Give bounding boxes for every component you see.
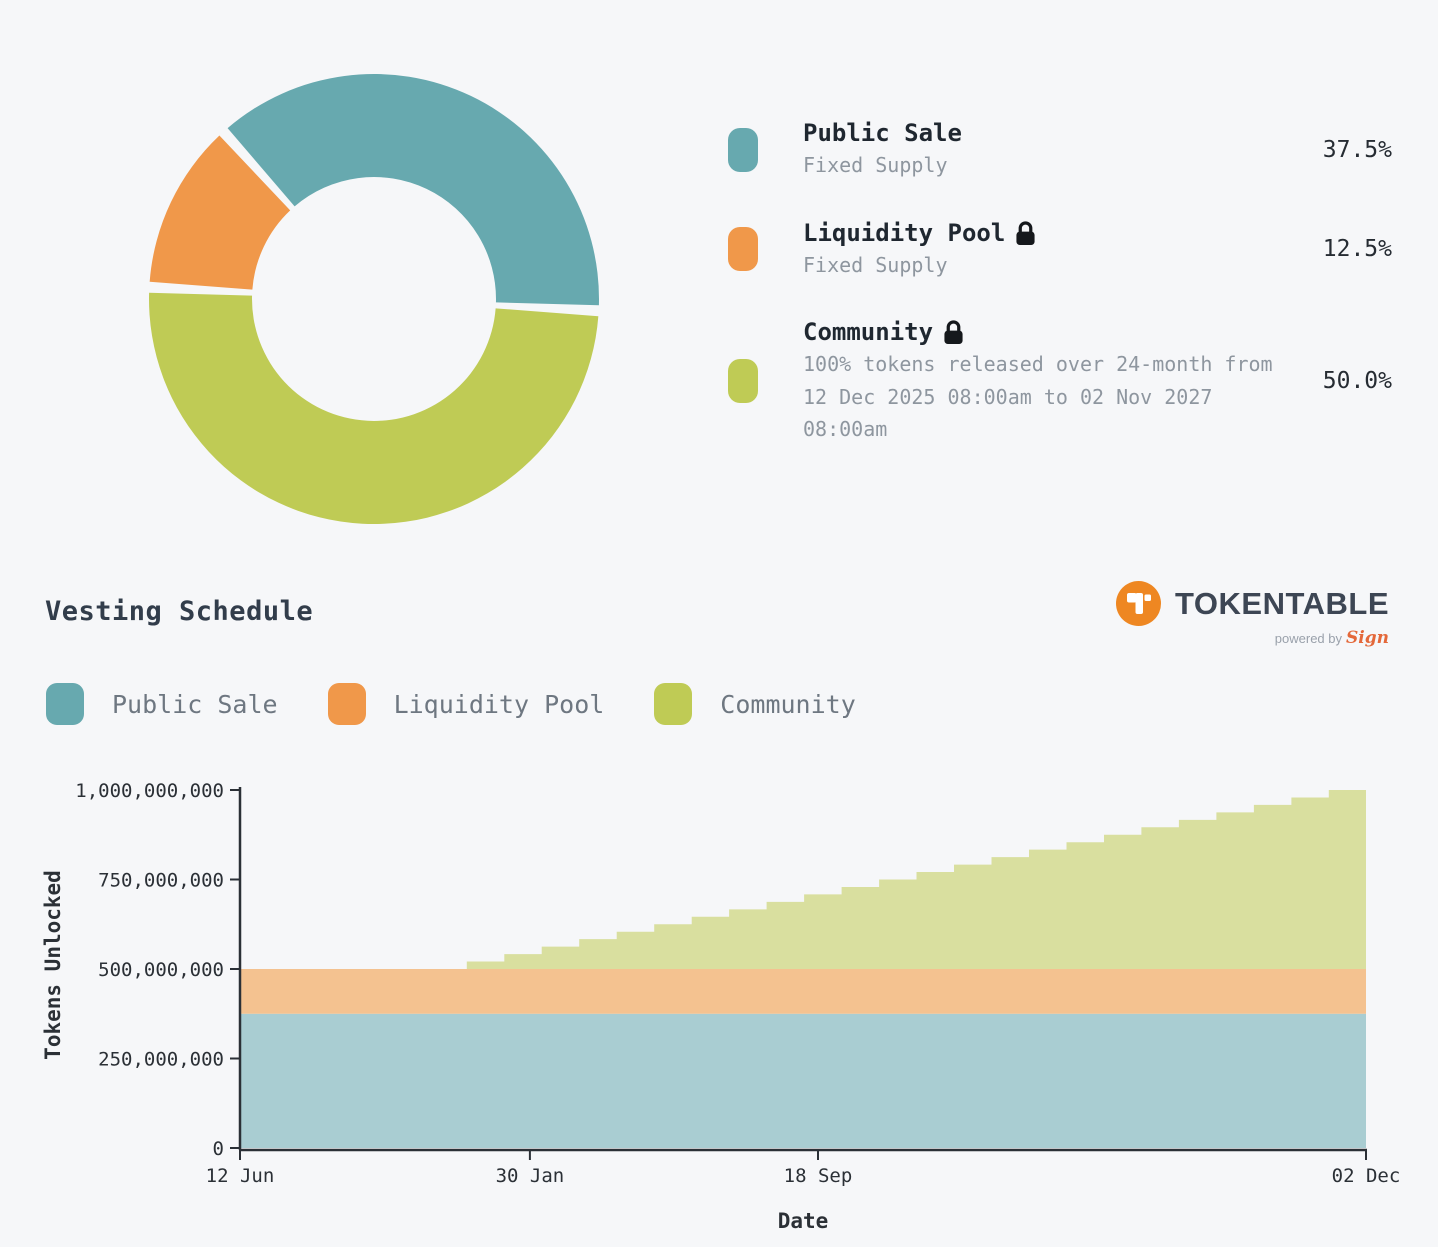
x-tick-label: 30 Jan: [496, 1165, 565, 1187]
liquidity-pool-swatch: [327, 683, 366, 725]
chart-legend: Public Sale Liquidity Pool Community: [46, 683, 906, 725]
allocation-percent: 50.0%: [1322, 368, 1392, 395]
tokentable-logo-icon: [1116, 581, 1162, 626]
lock-icon: [1016, 221, 1035, 245]
vesting-area-chart: 0 250,000,000 500,000,000 750,000,000 1,000,…: [41, 780, 1401, 1233]
powered-by: powered by Sign: [1274, 628, 1389, 648]
public-sale-swatch: [728, 127, 758, 172]
chart-legend-label: Public Sale: [112, 689, 278, 719]
y-axis-title: Tokens Unlocked: [41, 870, 65, 1060]
vesting-schedule-title: Vesting Schedule: [45, 596, 314, 627]
chart-legend-label: Community: [720, 689, 856, 719]
area-community: [466, 790, 1366, 969]
allocation-legend-text: Public Sale Fixed Supply: [803, 118, 1273, 182]
allocation-description: Fixed Supply: [803, 252, 948, 277]
allocation-legend-text: Community 100% tokens released over 24-m…: [803, 317, 1273, 445]
y-tick-label: 250,000,000: [98, 1049, 224, 1071]
y-tick-label: 750,000,000: [98, 870, 224, 892]
allocation-label: Public Sale: [803, 119, 962, 147]
chart-legend-item-community: Community: [654, 683, 856, 725]
allocation-label: Liquidity Pool: [803, 218, 1006, 247]
lock-icon: [944, 320, 963, 345]
donut-slice-community: [149, 292, 599, 525]
x-axis-title: Date: [778, 1209, 829, 1233]
x-tick-label: 12 Jun: [206, 1165, 275, 1187]
sign-brand: Sign: [1346, 628, 1389, 648]
chart-legend-item-public-sale: Public Sale: [46, 683, 278, 725]
y-tick-label: 500,000,000: [98, 959, 224, 981]
allocation-legend-row-public-sale: Public Sale Fixed Supply 37.5%: [728, 118, 1392, 182]
liquidity-pool-swatch: [728, 227, 758, 272]
chart-legend-item-liquidity-pool: Liquidity Pool: [327, 683, 605, 725]
public-sale-swatch: [46, 683, 84, 725]
allocation-legend-text: Liquidity Pool Fixed Supply: [803, 218, 1273, 282]
community-swatch: [654, 683, 693, 725]
y-tick-label: 1,000,000,000: [75, 780, 224, 802]
donut-svg: [149, 74, 599, 525]
area-liquidity-pool: [240, 969, 1366, 1014]
donut-slice-public-sale: [227, 74, 599, 306]
allocation-description: Fixed Supply: [803, 153, 948, 178]
allocation-description: 100% tokens released over 24-month from …: [803, 352, 1273, 442]
community-swatch: [728, 359, 758, 404]
donut-slice-liquidity-pool: [149, 135, 291, 290]
allocation-percent: 37.5%: [1322, 136, 1392, 163]
tokentable-wordmark: TOKENTABLE: [1175, 585, 1389, 621]
y-tick-label: 0: [213, 1138, 224, 1160]
allocation-legend-row-liquidity-pool: Liquidity Pool Fixed Supply 12.5%: [728, 218, 1392, 282]
allocation-donut-chart: [148, 73, 600, 525]
tokentable-logo[interactable]: TOKENTABLE powered by Sign: [1116, 581, 1389, 648]
allocation-percent: 12.5%: [1322, 236, 1392, 263]
x-tick-label: 02 Dec: [1332, 1165, 1401, 1187]
chart-legend-label: Liquidity Pool: [393, 689, 605, 719]
allocation-label: Community: [803, 318, 934, 347]
area-public-sale: [240, 1013, 1366, 1148]
allocation-legend-row-community: Community 100% tokens released over 24-m…: [728, 317, 1392, 445]
allocation-legend: Public Sale Fixed Supply 37.5% Liquidity…: [728, 118, 1392, 446]
x-tick-label: 18 Sep: [784, 1165, 853, 1187]
